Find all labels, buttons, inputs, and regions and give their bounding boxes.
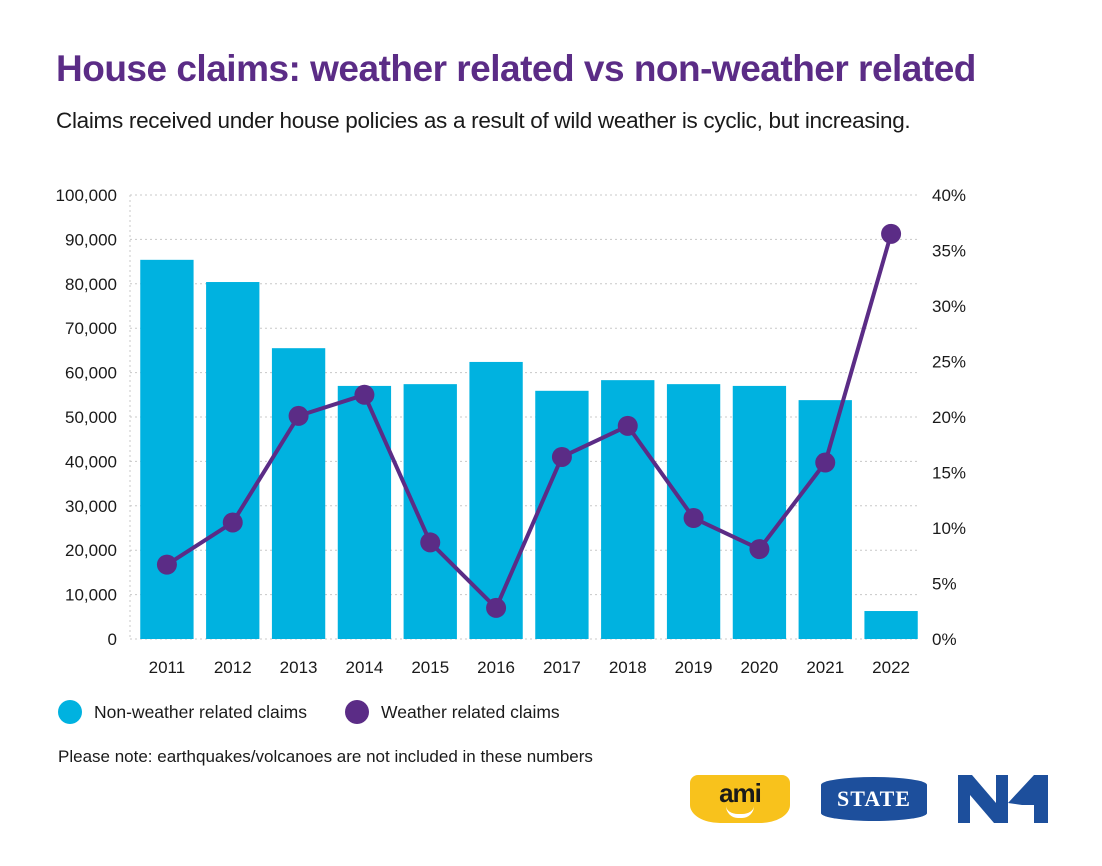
state-logo-text: STATE <box>837 786 911 811</box>
legend-label-non-weather: Non-weather related claims <box>94 701 308 722</box>
line-point <box>749 539 770 560</box>
right-tick-label: 30% <box>932 297 966 316</box>
bar <box>732 385 787 639</box>
right-tick-label: 10% <box>932 519 966 538</box>
x-tick-label: 2022 <box>872 658 910 677</box>
x-tick-label: 2021 <box>806 658 844 677</box>
legend-swatch-non-weather <box>58 700 82 724</box>
left-tick-label: 40,000 <box>65 452 117 471</box>
line-point <box>815 452 836 473</box>
bar <box>403 384 457 639</box>
right-tick-label: 35% <box>932 242 966 261</box>
line-point <box>486 597 507 618</box>
bar <box>469 361 523 639</box>
line-point <box>420 532 441 553</box>
chart-title: House claims: weather related vs non-wea… <box>56 48 976 89</box>
bar <box>535 390 589 639</box>
weather-line <box>165 233 894 610</box>
line-point <box>551 446 572 467</box>
ami-smile-icon <box>726 806 754 818</box>
right-tick-label: 25% <box>932 353 966 372</box>
line-point <box>222 512 243 533</box>
right-tick-label: 20% <box>932 408 966 427</box>
left-tick-label: 20,000 <box>65 541 117 560</box>
nzi-logo-icon <box>958 775 1048 823</box>
x-tick-label: 2018 <box>609 658 647 677</box>
x-tick-label: 2020 <box>741 658 779 677</box>
right-tick-label: 15% <box>932 464 966 483</box>
line-point <box>156 554 177 575</box>
bar <box>271 348 326 639</box>
bar <box>798 400 852 639</box>
legend-item-non-weather: Non-weather related claims <box>58 700 307 724</box>
left-tick-label: 10,000 <box>65 586 117 605</box>
line-point <box>288 405 309 426</box>
left-tick-label: 90,000 <box>65 230 117 249</box>
left-tick-label: 30,000 <box>65 497 117 516</box>
ami-logo-text: ami <box>719 777 762 808</box>
x-tick-label: 2011 <box>149 658 186 677</box>
gridlines <box>129 194 920 640</box>
left-tick-label: 100,000 <box>56 186 117 205</box>
line-point <box>354 384 375 405</box>
legend-swatch-weather <box>345 700 370 724</box>
bar <box>140 259 194 639</box>
right-axis-ticks: 0% 5% 10% 15% 20% 25% 30% 35% 40% <box>932 186 966 649</box>
right-tick-label: 40% <box>932 186 966 205</box>
bar <box>864 611 918 639</box>
line-series <box>156 223 902 618</box>
nzi-logo <box>958 775 1048 823</box>
legend-label-weather: Weather related claims <box>381 701 560 722</box>
line-point <box>881 223 902 244</box>
left-tick-label: 0 <box>108 630 117 649</box>
left-tick-label: 50,000 <box>65 408 117 427</box>
state-logo: STATE <box>821 777 927 821</box>
left-tick-label: 80,000 <box>65 275 117 294</box>
right-tick-label: 0% <box>932 630 957 649</box>
x-tick-label: 2013 <box>280 658 318 677</box>
footnote: Please note: earthquakes/volcanoes are n… <box>58 747 593 766</box>
legend: Non-weather related claims Weather relat… <box>58 700 598 724</box>
left-axis-ticks: 0 10,000 20,000 30,000 40,000 50,000 60,000 70,… <box>56 186 117 649</box>
chart-subtitle: Claims received under house policies as … <box>56 108 911 133</box>
x-tick-label: 2014 <box>346 658 384 677</box>
x-tick-label: 2017 <box>543 658 581 677</box>
line-point <box>617 415 638 436</box>
bar <box>337 385 392 639</box>
bar <box>206 282 260 639</box>
left-tick-label: 60,000 <box>65 364 117 383</box>
left-tick-label: 70,000 <box>65 319 117 338</box>
ami-logo: ami <box>690 775 790 823</box>
line-point <box>683 508 704 529</box>
x-tick-label: 2019 <box>675 658 713 677</box>
legend-item-weather: Weather related claims <box>345 700 560 724</box>
x-tick-label: 2016 <box>477 658 515 677</box>
bar-series <box>140 259 918 639</box>
x-tick-label: 2015 <box>411 658 449 677</box>
x-tick-label: 2012 <box>214 658 252 677</box>
x-axis-ticks: 2011 2012 2013 2014 2015 2016 2017 2018 2019 2020… <box>149 658 910 677</box>
combo-chart: 0 10,000 20,000 30,000 40,000 50,000 60,000 70,… <box>56 186 966 677</box>
right-tick-label: 5% <box>932 575 957 594</box>
